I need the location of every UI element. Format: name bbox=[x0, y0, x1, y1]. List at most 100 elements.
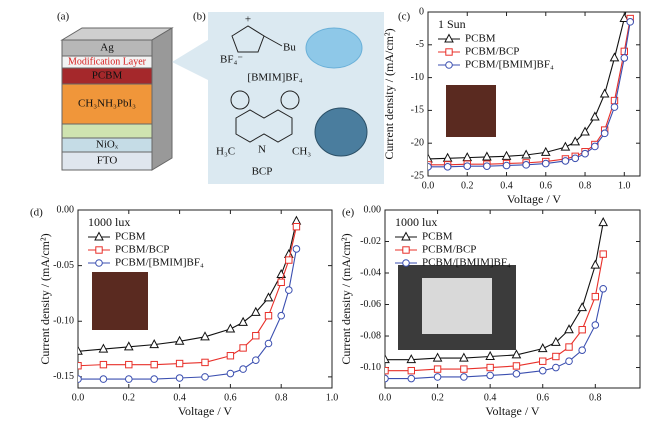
marker bbox=[238, 316, 248, 326]
marker bbox=[581, 149, 589, 158]
legend-label: PCBM bbox=[115, 231, 146, 243]
marker bbox=[406, 354, 417, 364]
marker bbox=[511, 349, 522, 359]
marker bbox=[433, 373, 442, 381]
series-line bbox=[385, 288, 604, 380]
butyl: Bu bbox=[283, 42, 296, 54]
marker bbox=[444, 33, 454, 43]
x-tick-label: 0.0 bbox=[379, 392, 392, 403]
marker bbox=[459, 352, 469, 362]
marker bbox=[385, 366, 389, 375]
marker bbox=[462, 152, 473, 162]
liquid-drop bbox=[305, 27, 363, 69]
marker bbox=[564, 324, 574, 334]
marker bbox=[591, 292, 600, 301]
x-tick-label: 0.6 bbox=[536, 392, 549, 403]
marker bbox=[98, 343, 109, 353]
marker bbox=[263, 292, 274, 302]
marker bbox=[239, 365, 247, 373]
y-tick-label: 0.00 bbox=[57, 204, 75, 215]
y-tick-label: -5 bbox=[416, 39, 424, 50]
marker bbox=[561, 157, 570, 165]
y-tick-label: -0.10 bbox=[53, 316, 74, 327]
molecules-panel: (b) + Bu BF₄⁻ [BMIM]BF₄ H₃C CH₃ N BCP bbox=[172, 11, 384, 184]
x-tick-label: 0.0 bbox=[422, 180, 435, 191]
marker bbox=[570, 136, 581, 146]
y-tick-label: -0.10 bbox=[360, 362, 381, 373]
x-axis-label: Voltage / V bbox=[507, 192, 562, 206]
marker bbox=[252, 356, 260, 364]
marker bbox=[252, 332, 260, 340]
plot-frame bbox=[384, 209, 641, 389]
y-tick-label: -0.02 bbox=[360, 236, 381, 247]
marker bbox=[599, 88, 610, 98]
marker bbox=[292, 222, 301, 231]
x-tick-label: 0.2 bbox=[123, 392, 136, 403]
marker bbox=[578, 326, 586, 334]
marker bbox=[78, 345, 83, 355]
marker bbox=[99, 360, 108, 369]
x-tick-label: 0.8 bbox=[579, 180, 592, 191]
marker bbox=[250, 306, 261, 316]
marker bbox=[94, 231, 104, 241]
marker bbox=[442, 152, 453, 162]
marker bbox=[486, 363, 494, 372]
marker bbox=[285, 286, 293, 294]
layer bbox=[61, 151, 153, 171]
panel-label: (a) bbox=[57, 11, 70, 23]
marker bbox=[522, 161, 530, 169]
y-tick-label: 0.00 bbox=[364, 204, 382, 215]
marker bbox=[600, 129, 609, 138]
layer-label: PCBM bbox=[92, 70, 123, 82]
marker bbox=[599, 250, 607, 258]
marker bbox=[95, 246, 103, 254]
marker bbox=[619, 12, 630, 23]
layer-label: Modification Layer bbox=[68, 56, 147, 67]
marker bbox=[609, 52, 620, 62]
imidazolium-ring bbox=[231, 25, 265, 53]
marker bbox=[78, 362, 82, 370]
marker bbox=[483, 162, 491, 170]
marker bbox=[460, 365, 468, 373]
marker bbox=[201, 373, 209, 381]
marker bbox=[225, 323, 236, 333]
x-axis-label: Voltage / V bbox=[485, 404, 540, 418]
layer-label: CH₃NH₃PbI₃ bbox=[78, 98, 136, 110]
marker bbox=[443, 163, 452, 171]
x-tick-label: 0.8 bbox=[275, 392, 288, 403]
marker bbox=[590, 259, 601, 269]
x-tick-label: 0.4 bbox=[500, 180, 513, 191]
marker bbox=[264, 311, 273, 320]
panel-label: (e) bbox=[342, 207, 355, 219]
marker bbox=[226, 369, 235, 378]
marker bbox=[95, 259, 103, 267]
x-axis-label: Voltage / V bbox=[178, 404, 233, 418]
plot-frame bbox=[77, 209, 333, 389]
marker bbox=[501, 150, 512, 160]
marker bbox=[590, 111, 600, 121]
x-tick-label: 0.0 bbox=[72, 392, 85, 403]
annotation: 1000 lux bbox=[395, 215, 437, 229]
marker bbox=[598, 217, 609, 227]
marker bbox=[277, 311, 286, 320]
layer bbox=[61, 123, 153, 139]
x-tick-label: 0.4 bbox=[484, 392, 497, 403]
plot-frame bbox=[427, 11, 641, 177]
legend-label: PCBM bbox=[422, 231, 453, 243]
x-tick-label: 0.6 bbox=[224, 392, 237, 403]
x-tick-label: 0.8 bbox=[589, 392, 602, 403]
ionic-liquid-name: [BMIM]BF₄ bbox=[247, 72, 302, 84]
marker bbox=[626, 18, 634, 26]
layer-label: Ag bbox=[100, 42, 114, 54]
legend-label: PCBM/[BMIM]BF₄ bbox=[422, 257, 511, 269]
panel-label: (b) bbox=[193, 11, 206, 23]
marker bbox=[565, 357, 573, 366]
marker bbox=[541, 159, 550, 168]
plot-area bbox=[428, 12, 634, 171]
x-tick-label: 0.6 bbox=[540, 180, 553, 191]
marker bbox=[560, 141, 571, 151]
annotation: 1000 lux bbox=[88, 215, 130, 229]
marker bbox=[552, 363, 560, 372]
marker bbox=[571, 154, 580, 163]
marker bbox=[610, 103, 619, 111]
